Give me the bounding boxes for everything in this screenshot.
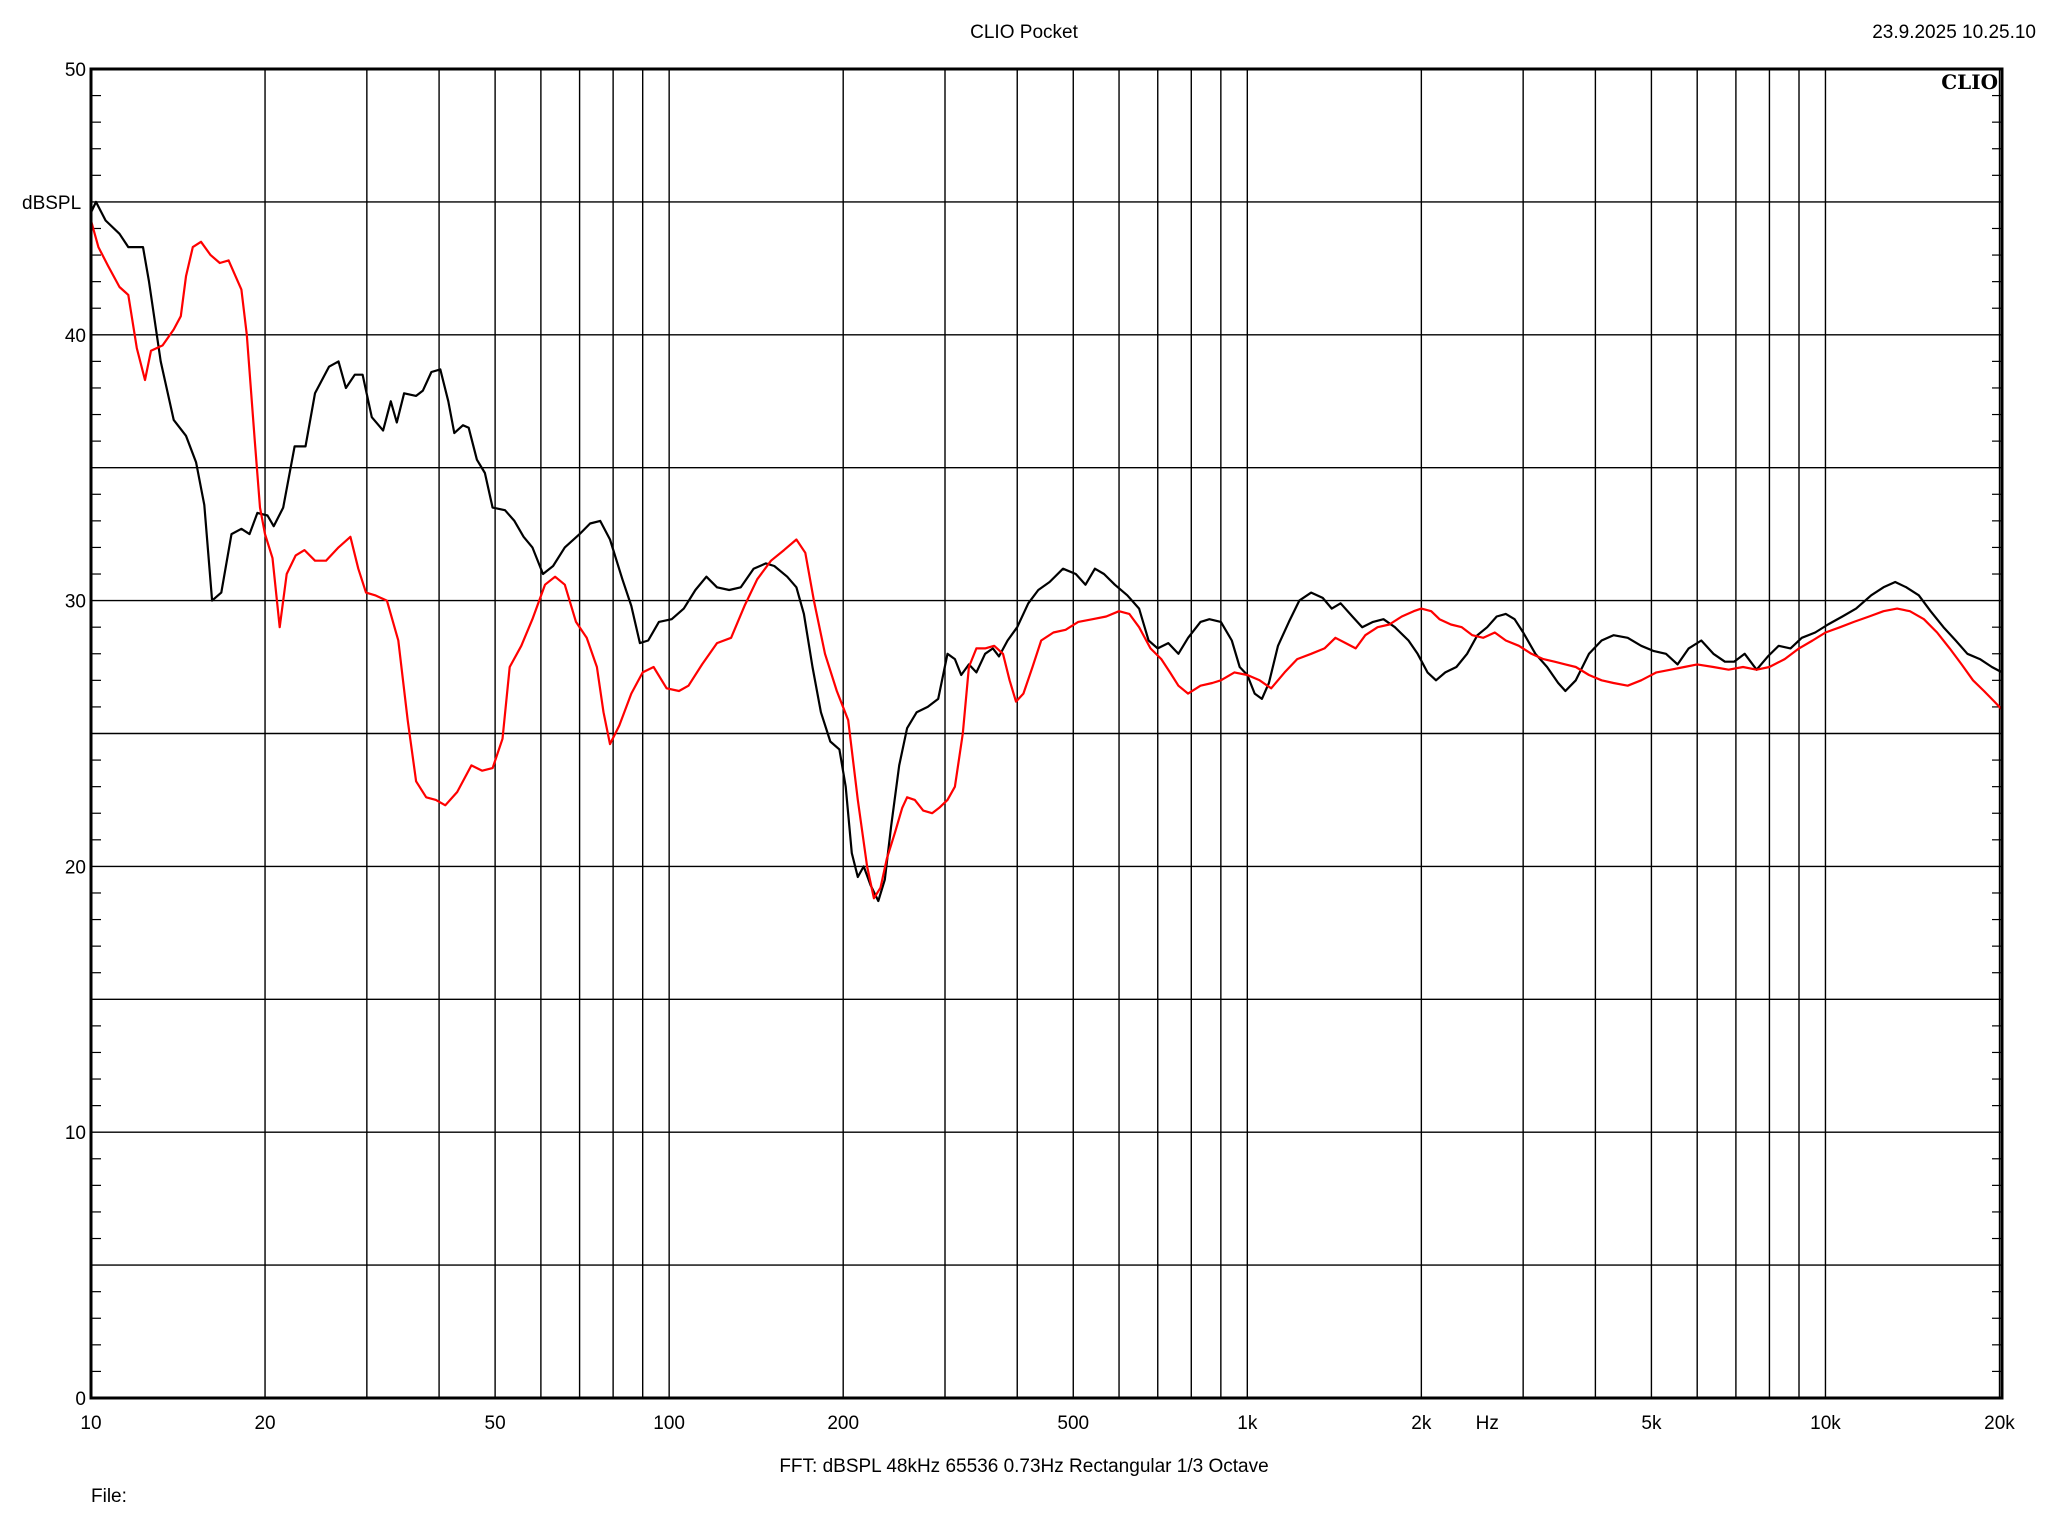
axis-ticks bbox=[91, 94, 2002, 1373]
y-axis-unit-label: dBSPL bbox=[22, 193, 82, 214]
x-tick-label: 5k bbox=[1641, 1413, 1662, 1434]
fft-settings-info: FFT: dBSPL 48kHz 65536 0.73Hz Rectangula… bbox=[779, 1456, 1269, 1477]
y-tick-label: 30 bbox=[65, 592, 86, 613]
y-tick-label: 50 bbox=[65, 60, 86, 81]
plot-frame bbox=[89, 67, 2004, 1400]
black-response-curve bbox=[90, 200, 2003, 903]
x-tick-label: 500 bbox=[1057, 1413, 1089, 1434]
x-tick-label: 10 bbox=[80, 1413, 101, 1434]
y-tick-label: 0 bbox=[75, 1389, 86, 1410]
y-tick-label: 20 bbox=[65, 857, 86, 878]
clio-logo: CLIO bbox=[1941, 70, 1998, 94]
file-label: File: bbox=[91, 1486, 127, 1507]
timestamp: 23.9.2025 10.25.10 bbox=[1872, 22, 2036, 43]
x-tick-label: 20k bbox=[1984, 1413, 2015, 1434]
x-tick-label: 20 bbox=[254, 1413, 275, 1434]
data-curves bbox=[89, 200, 2003, 903]
x-tick-label: 10k bbox=[1810, 1413, 1841, 1434]
x-tick-label: 200 bbox=[827, 1413, 859, 1434]
red-response-curve bbox=[89, 220, 2003, 900]
chart-title: CLIO Pocket bbox=[970, 22, 1078, 43]
y-tick-label: 40 bbox=[65, 326, 86, 347]
y-tick-label: 10 bbox=[65, 1123, 86, 1144]
x-tick-label: 50 bbox=[485, 1413, 506, 1434]
axis-tick-labels: 0 10 20 30 40 50 10 20 50 100 200 500 1k 2k 5k 10k 20k Hz bbox=[65, 60, 2015, 1434]
x-tick-label: 2k bbox=[1411, 1413, 1432, 1434]
grid-lines bbox=[91, 69, 2002, 1398]
x-tick-label: 1k bbox=[1237, 1413, 1258, 1434]
x-tick-label: 100 bbox=[653, 1413, 685, 1434]
x-axis-unit-label: Hz bbox=[1476, 1413, 1499, 1434]
